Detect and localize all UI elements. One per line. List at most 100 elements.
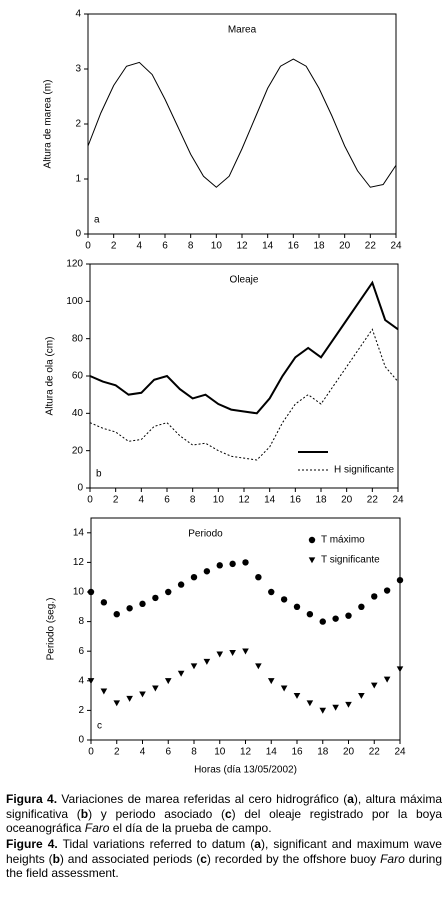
x-tick-label: 24 [392, 495, 404, 506]
x-tick-label: 22 [367, 495, 379, 506]
x-tick-label: 16 [290, 495, 302, 506]
y-tick-label: 3 [75, 64, 81, 75]
x-tick-label: 16 [291, 747, 303, 758]
x-tick-label: 12 [240, 747, 252, 758]
point [306, 700, 314, 707]
x-tick-label: 14 [266, 747, 278, 758]
panel-label: c [97, 721, 102, 732]
point [126, 605, 133, 612]
series-line [89, 280, 399, 415]
point [229, 560, 236, 568]
x-tick-label: 24 [394, 747, 406, 758]
point [332, 704, 339, 711]
point [306, 611, 314, 618]
y-tick-label: 1 [75, 174, 81, 185]
point [383, 587, 391, 594]
legend-label: T significante [321, 555, 380, 566]
legend-swatch [308, 536, 316, 544]
point [293, 603, 301, 610]
caption-text: ) y periodo asociado ( [88, 806, 225, 821]
y-tick-label: 2 [75, 119, 81, 130]
chart-title: Marea [228, 25, 257, 36]
caption-text: Tidal variations referred to datum ( [57, 837, 255, 851]
point [345, 701, 352, 708]
x-tick-label: 20 [339, 241, 351, 252]
x-tick-label: 14 [264, 495, 276, 506]
plot-frame [90, 517, 401, 741]
y-tick-label: 60 [72, 371, 84, 382]
point [87, 588, 95, 596]
point [242, 648, 249, 655]
point [396, 576, 404, 584]
caption-text: a [347, 792, 354, 806]
x-tick-label: 6 [162, 241, 168, 252]
series-line [89, 328, 399, 461]
panel-label: b [96, 469, 102, 480]
chart-title: Periodo [188, 529, 223, 540]
point [383, 676, 391, 683]
x-tick-label: 0 [85, 241, 91, 252]
point [100, 688, 108, 695]
caption-text: b [52, 851, 60, 866]
caption-text: ) recorded by the offshore buoy [206, 851, 381, 866]
x-tick-label: 20 [341, 495, 353, 506]
point [242, 559, 249, 566]
y-tick-label: 2 [78, 705, 84, 716]
point [358, 692, 365, 699]
point [332, 615, 339, 622]
point [152, 685, 159, 692]
y-tick-label: 8 [78, 616, 84, 627]
y-tick-label: 120 [66, 259, 83, 270]
y-tick-label: 80 [72, 333, 84, 344]
point [164, 678, 172, 685]
caption-en: Figure 4. Tidal variations referred to d… [6, 837, 442, 881]
point [113, 611, 120, 618]
caption-text: Figura 4. [6, 792, 58, 806]
point [370, 682, 378, 689]
x-tick-label: 4 [139, 495, 145, 506]
x-tick-label: 4 [137, 241, 143, 252]
caption-text: during the field assessment. [6, 851, 442, 881]
caption-text: Faro [84, 821, 110, 835]
x-tick-label: 2 [113, 495, 119, 506]
point [113, 700, 121, 707]
x-tick-label: 10 [214, 747, 226, 758]
point [280, 685, 288, 692]
y-axis-label: Periodo (seg.) [46, 598, 57, 661]
point [358, 603, 365, 610]
panel-label: a [94, 215, 100, 226]
x-tick-label: 18 [315, 495, 327, 506]
caption-es: Figura 4. Variaciones de marea referidas… [6, 792, 442, 836]
x-tick-label: 18 [313, 241, 325, 252]
x-tick-label: 8 [191, 747, 197, 758]
point [345, 612, 352, 619]
y-tick-label: 10 [73, 587, 85, 598]
x-tick-label: 10 [211, 241, 223, 252]
caption-text: c [200, 851, 207, 866]
point [177, 670, 185, 677]
y-tick-label: 0 [78, 735, 84, 746]
x-axis-label: Horas (día 13/05/2002) [194, 765, 297, 776]
series-line [87, 58, 397, 188]
caption-text: Variaciones de marea referidas al cero h… [57, 792, 348, 806]
x-tick-label: 8 [190, 495, 196, 506]
x-tick-label: 16 [288, 241, 300, 252]
caption-text: ) del oleaje registrado por la boya ocea… [6, 806, 442, 836]
x-tick-label: 0 [88, 747, 94, 758]
x-tick-label: 2 [114, 747, 120, 758]
chart-title: Oleaje [230, 275, 259, 286]
point [319, 618, 326, 625]
x-tick-label: 20 [343, 747, 355, 758]
point [139, 600, 146, 608]
y-tick-label: 6 [78, 646, 84, 657]
plot-frame [87, 13, 397, 235]
point [396, 666, 404, 673]
y-tick-label: 12 [73, 557, 85, 568]
x-tick-label: 22 [369, 747, 381, 758]
caption-text: ), significant and maximum wave heights … [6, 837, 442, 866]
caption-text: Faro [380, 851, 405, 866]
point [139, 691, 146, 698]
point [319, 707, 327, 714]
